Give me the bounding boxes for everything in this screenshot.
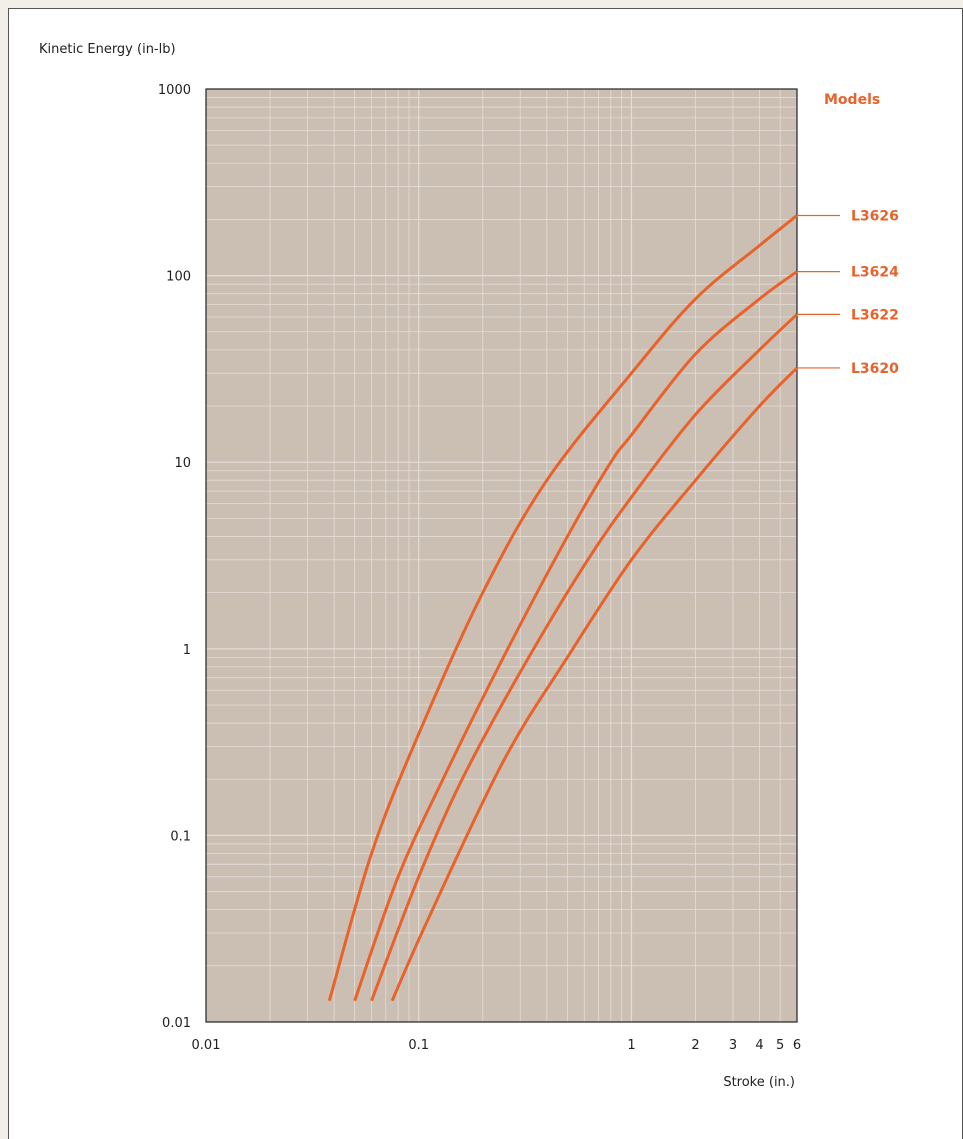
x-tick-label: 4 (755, 1038, 763, 1053)
y-tick-label: 1000 (158, 83, 191, 98)
series-line-l3626 (327, 214, 798, 1002)
y-tick-label: 100 (166, 270, 191, 285)
legend-title: Models (824, 92, 880, 108)
legend: L3626 L3624 L3622 L3620 (797, 208, 899, 377)
y-tick-label: 0.1 (170, 829, 191, 844)
x-axis-title: Stroke (in.) (723, 1075, 795, 1090)
series-line-l3622 (370, 313, 799, 1002)
legend-label-l3624: L3624 (851, 265, 899, 281)
series-line-l3624 (353, 270, 798, 1002)
plot-border (205, 88, 798, 1023)
x-tick-label: 6 (793, 1038, 801, 1053)
grid (206, 89, 797, 1022)
x-tick-label: 1 (627, 1038, 635, 1053)
x-tick-label: 3 (729, 1038, 737, 1053)
legend-label-l3622: L3622 (851, 307, 899, 323)
legend-label-l3620: L3620 (851, 361, 899, 377)
x-tick-label: 0.1 (408, 1038, 429, 1053)
y-tick-labels: 0.01 0.1 1 10 100 1000 (158, 83, 191, 1031)
series-lines (327, 214, 799, 1002)
series-line-l3620 (390, 366, 799, 1002)
y-tick-label: 1 (183, 643, 191, 658)
legend-label-l3626: L3626 (851, 208, 899, 224)
chart-panel: 0.01 0.1 1 2 3 4 5 6 0.01 0.1 1 10 100 1000 L3626 L36… (8, 8, 963, 1139)
y-tick-label: 0.01 (162, 1016, 191, 1031)
y-axis-title: Kinetic Energy (in-lb) (39, 42, 176, 57)
x-tick-label: 2 (691, 1038, 699, 1053)
x-tick-label: 5 (776, 1038, 784, 1053)
x-tick-labels: 0.01 0.1 1 2 3 4 5 6 (192, 1038, 802, 1053)
x-tick-label: 0.01 (192, 1038, 221, 1053)
y-tick-label: 10 (174, 456, 191, 471)
